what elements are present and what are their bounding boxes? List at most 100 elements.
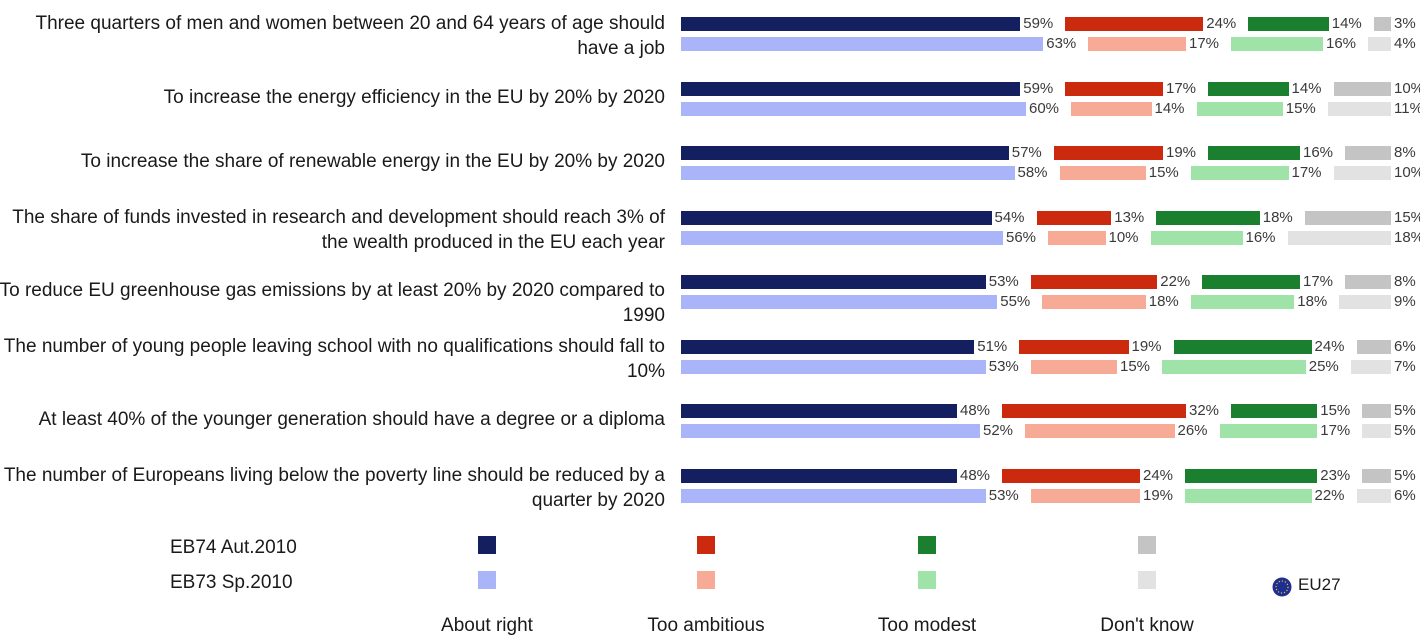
data-label: 24%	[1314, 337, 1345, 355]
data-label: 52%	[983, 422, 1014, 439]
eu27-label: EU27	[1298, 575, 1341, 594]
bar-segment	[681, 404, 957, 418]
legend-series-label: EB73 Sp.2010	[170, 572, 293, 593]
legend-category-label: About right	[441, 615, 533, 636]
bar-segment	[1019, 339, 1129, 354]
data-label: 48%	[960, 466, 991, 484]
bar-segment	[1065, 17, 1204, 31]
legend-category-label: Too ambitious	[647, 615, 765, 636]
bar-segment	[681, 101, 1026, 116]
bar-segment	[1162, 359, 1306, 374]
bar-segment	[681, 424, 980, 438]
data-label: 19%	[1166, 144, 1197, 161]
category-label: To reduce EU greenhouse gas emissions by…	[0, 280, 665, 326]
data-label: 15%	[1394, 208, 1420, 226]
data-label: 14%	[1291, 79, 1322, 97]
bar-segment	[1042, 295, 1146, 309]
bar-segment	[1287, 230, 1391, 245]
bar-segment	[1356, 488, 1391, 503]
bar-segment	[1059, 166, 1146, 180]
data-label: 10%	[1394, 164, 1420, 181]
legend-swatch	[697, 571, 715, 589]
eu-flag-icon	[1272, 577, 1292, 597]
bar-segment	[681, 210, 992, 225]
data-label: 60%	[1029, 99, 1060, 117]
category-label: The number of Europeans living below the…	[3, 464, 665, 511]
data-label: 17%	[1166, 79, 1197, 97]
bar-segment	[1345, 146, 1391, 160]
data-label: 8%	[1394, 144, 1416, 161]
bar-segment	[681, 468, 957, 483]
legend-swatch	[478, 571, 496, 589]
bar-segment	[1304, 210, 1391, 225]
data-label: 18%	[1262, 208, 1293, 226]
data-label: 57%	[1011, 144, 1042, 161]
bar-segment	[1048, 230, 1106, 245]
bar-segment	[1030, 275, 1158, 289]
bar-segment	[1231, 37, 1323, 51]
data-label: 55%	[1000, 293, 1031, 310]
bar-segment	[681, 230, 1003, 245]
data-label: 10%	[1394, 79, 1420, 97]
data-label: 24%	[1206, 15, 1237, 32]
bar-segment	[1190, 166, 1289, 180]
legend-swatch	[918, 536, 936, 554]
data-label: 23%	[1320, 466, 1351, 484]
bar-segment	[681, 339, 975, 354]
legend-swatch	[918, 571, 936, 589]
bar-segment	[1219, 424, 1318, 438]
category-label: At least 40% of the younger generation s…	[38, 409, 665, 430]
legend-swatch	[478, 536, 496, 554]
data-label: 6%	[1394, 486, 1416, 504]
data-label: 16%	[1245, 228, 1276, 246]
category-label: To increase the share of renewable energ…	[80, 151, 665, 172]
bar-segment	[681, 37, 1044, 51]
bar-segment	[1185, 468, 1318, 483]
category-label: Three quarters of men and women between …	[35, 13, 665, 59]
bar-segment	[1373, 17, 1391, 31]
data-label: 58%	[1017, 164, 1048, 181]
data-label: 16%	[1303, 144, 1334, 161]
data-label: 5%	[1394, 466, 1416, 484]
data-label: 9%	[1394, 293, 1416, 310]
data-label: 8%	[1394, 273, 1416, 290]
data-label: 15%	[1320, 402, 1351, 419]
bar-segment	[1362, 404, 1391, 418]
bar-segment	[1362, 468, 1391, 483]
data-label: 13%	[1114, 208, 1145, 226]
data-label: 14%	[1154, 99, 1185, 117]
legend-swatch	[1138, 571, 1156, 589]
data-label: 3%	[1394, 15, 1416, 32]
bar-segment	[1350, 359, 1391, 374]
bar-segment	[1030, 488, 1140, 503]
data-label: 14%	[1331, 15, 1362, 32]
bar-segment	[1368, 37, 1391, 51]
bar-segment	[1356, 339, 1391, 354]
bar-segment	[1333, 166, 1391, 180]
data-label: 6%	[1394, 337, 1416, 355]
bar-segment	[681, 275, 986, 289]
data-label: 53%	[988, 357, 1019, 375]
data-label: 15%	[1120, 357, 1151, 375]
legend-category-label: Don't know	[1100, 615, 1194, 636]
bar-segment	[1208, 81, 1289, 96]
data-label: 17%	[1320, 422, 1351, 439]
bar-segment	[681, 17, 1021, 31]
data-label: 15%	[1285, 99, 1316, 117]
data-label: 10%	[1108, 228, 1139, 246]
bar-segment	[1053, 146, 1163, 160]
bar-segment	[1088, 37, 1186, 51]
bar-segment	[1196, 101, 1283, 116]
bar-segment	[1333, 81, 1391, 96]
data-label: 18%	[1297, 293, 1328, 310]
data-label: 4%	[1394, 35, 1416, 52]
bar-segment	[1002, 468, 1140, 483]
bar-segment	[1002, 404, 1186, 418]
bar-segment	[681, 295, 998, 309]
bar-segment	[1030, 359, 1117, 374]
bar-segment	[1065, 81, 1163, 96]
category-label: To increase the energy efficiency in the…	[163, 86, 665, 108]
bar-segment	[1202, 275, 1300, 289]
data-label: 54%	[994, 208, 1025, 226]
bar-segment	[1339, 295, 1391, 309]
